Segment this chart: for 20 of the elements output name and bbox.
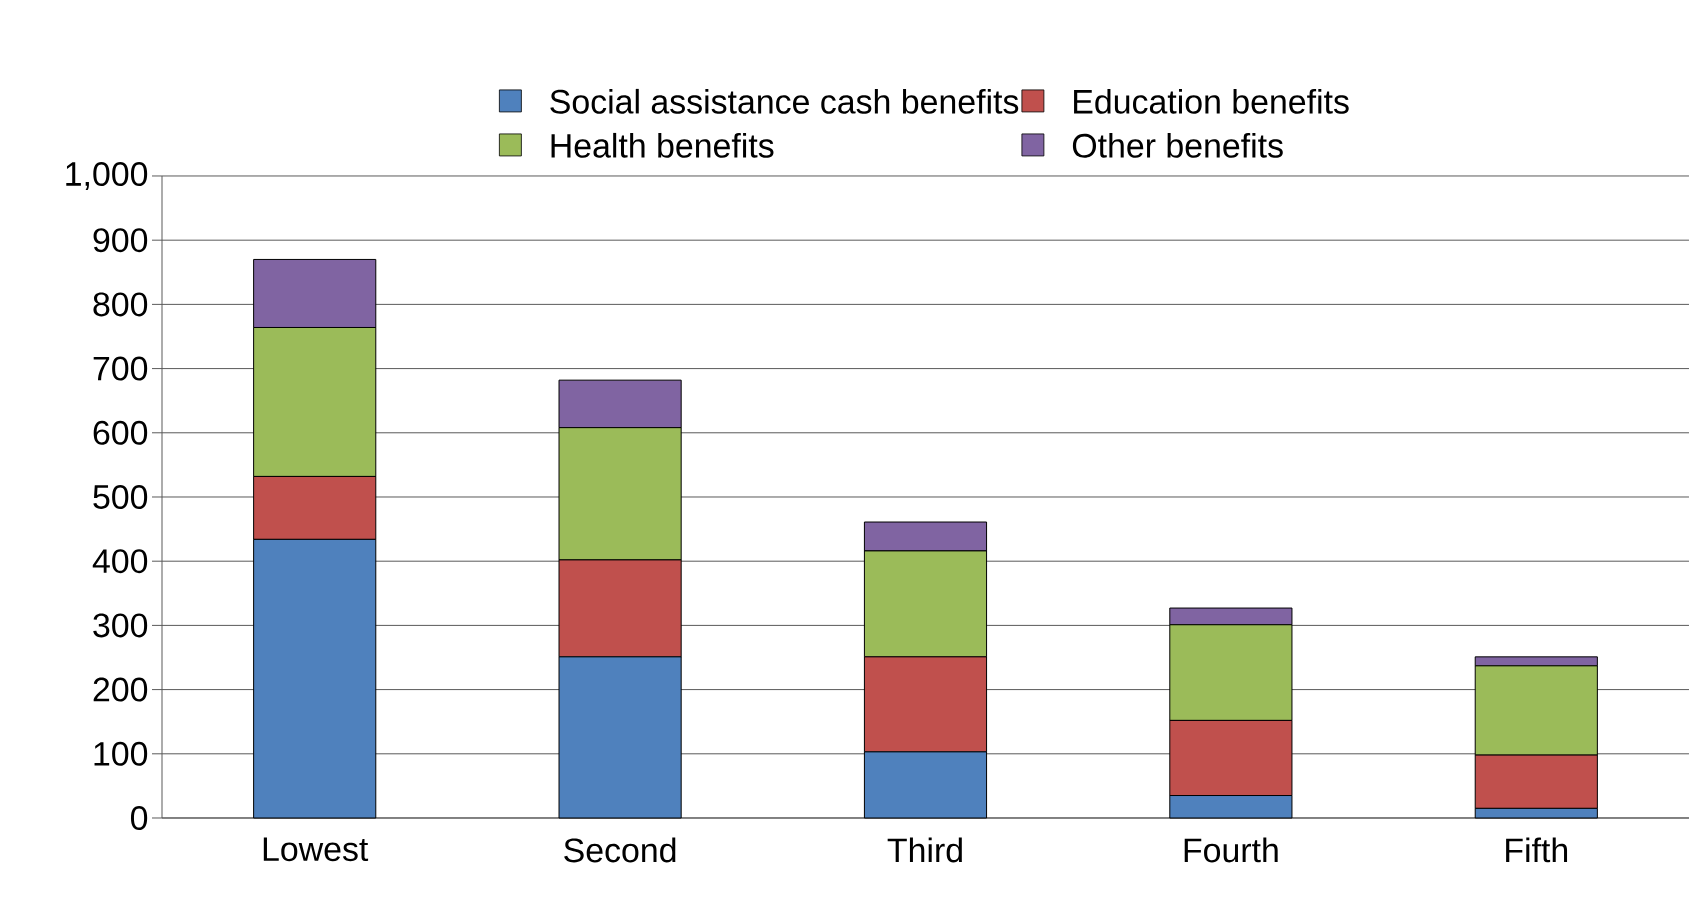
y-tick-label: 200	[93, 677, 148, 702]
y-tick-label: 300	[93, 613, 148, 638]
x-tick-label: Fourth	[1184, 837, 1278, 863]
y-tick-label: 400	[92, 549, 148, 574]
legend-label: Other benefits	[1072, 132, 1283, 158]
y-tick-label: 500	[93, 485, 148, 509]
y-tick-label: 600	[93, 420, 148, 445]
x-tick-label: Fifth	[1506, 837, 1568, 863]
y-tick-label: 1,000	[66, 161, 148, 190]
y-tick-label: 800	[93, 292, 148, 317]
y-tick-label: 100	[94, 741, 148, 766]
y-tick-label: 900	[93, 228, 148, 253]
x-tick-label: Second	[564, 837, 676, 863]
legend-label: Social assistance cash benefits	[550, 88, 1019, 114]
legend-label: Education benefits	[1074, 88, 1349, 114]
y-tick-label: 0	[130, 806, 148, 830]
x-tick-label: Lowest	[263, 837, 369, 862]
legend-label: Health benefits	[551, 132, 774, 158]
x-tick-label: Third	[887, 837, 962, 863]
y-tick-label: 700	[93, 356, 148, 381]
